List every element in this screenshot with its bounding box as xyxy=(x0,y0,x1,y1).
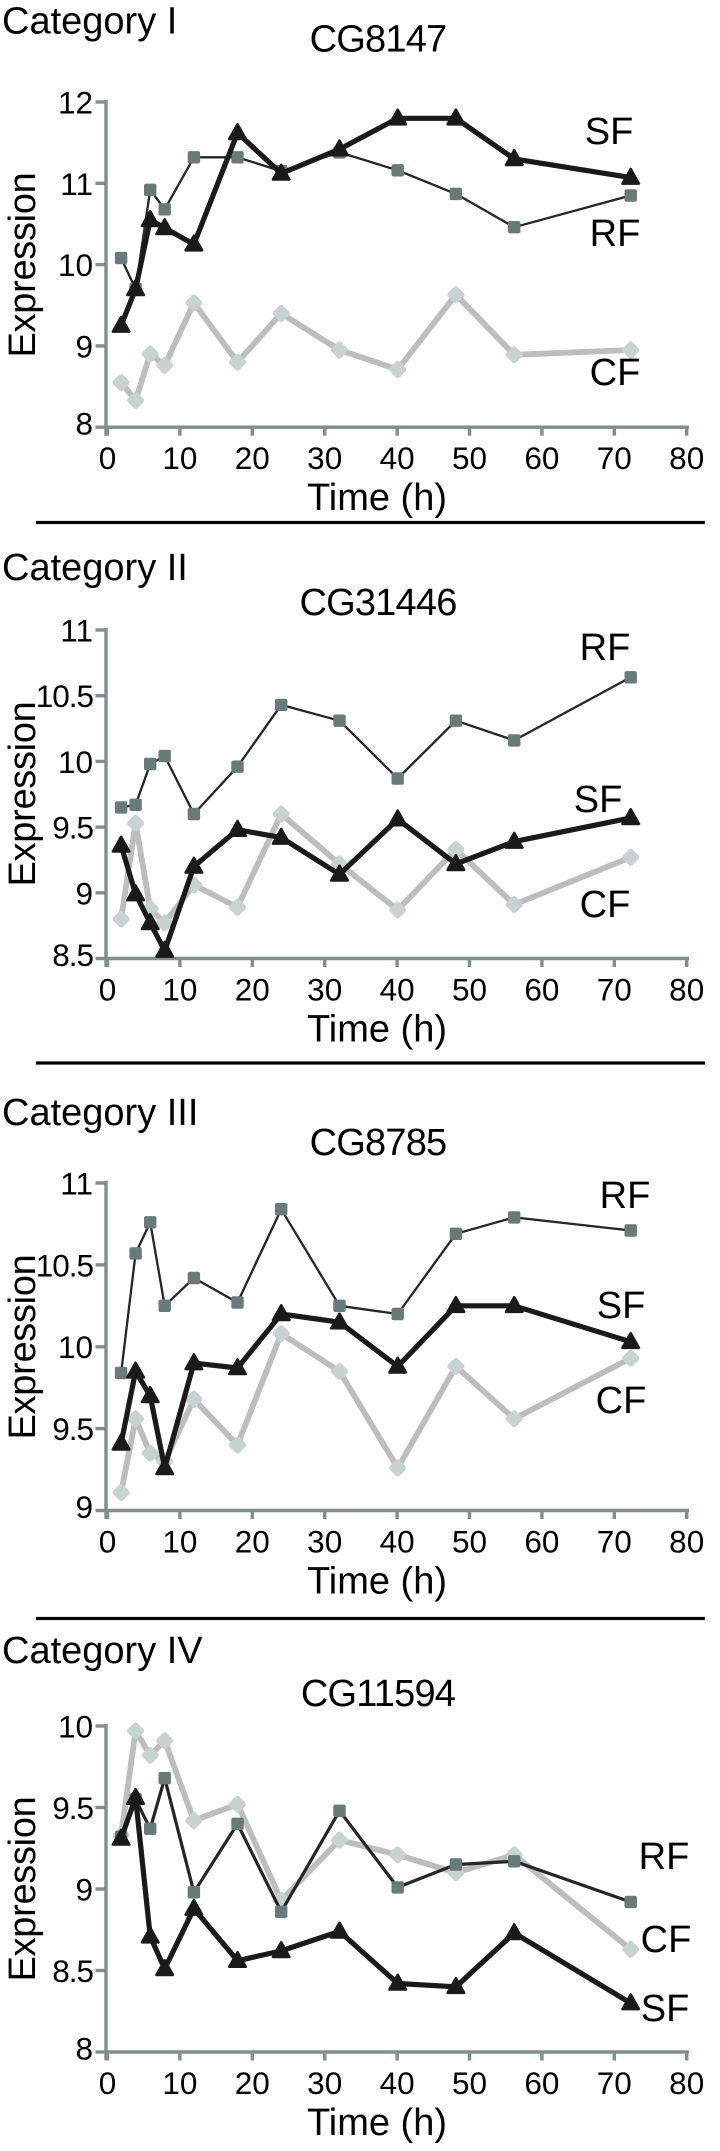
svg-text:Category II: Category II xyxy=(2,547,188,589)
svg-text:Time (h): Time (h) xyxy=(307,2102,447,2144)
svg-text:CG11594: CG11594 xyxy=(301,1673,456,1715)
svg-text:80: 80 xyxy=(669,972,704,1008)
svg-text:10: 10 xyxy=(58,1329,93,1365)
svg-text:8.5: 8.5 xyxy=(52,937,93,973)
svg-text:50: 50 xyxy=(452,972,487,1008)
svg-text:Category IV: Category IV xyxy=(2,1630,203,1672)
svg-text:Time (h): Time (h) xyxy=(307,1561,447,1603)
svg-text:70: 70 xyxy=(597,1524,632,1560)
svg-text:9: 9 xyxy=(75,1489,93,1525)
svg-text:RF: RF xyxy=(600,1175,651,1217)
svg-text:20: 20 xyxy=(235,972,270,1008)
svg-text:Time (h): Time (h) xyxy=(307,477,447,519)
svg-text:60: 60 xyxy=(524,972,559,1008)
svg-text:20: 20 xyxy=(235,2065,270,2101)
svg-text:Expression: Expression xyxy=(2,702,44,887)
svg-text:10: 10 xyxy=(162,1524,197,1560)
svg-text:80: 80 xyxy=(669,1524,704,1560)
svg-text:9: 9 xyxy=(75,1872,93,1908)
svg-text:CF: CF xyxy=(580,884,631,926)
svg-text:9.5: 9.5 xyxy=(52,810,93,846)
svg-text:12: 12 xyxy=(58,85,93,121)
svg-text:20: 20 xyxy=(235,440,270,476)
svg-text:9.5: 9.5 xyxy=(52,1790,93,1826)
svg-text:80: 80 xyxy=(669,2065,704,2101)
svg-text:80: 80 xyxy=(669,440,704,476)
svg-text:40: 40 xyxy=(380,440,415,476)
svg-text:10: 10 xyxy=(58,1709,93,1745)
svg-text:11: 11 xyxy=(60,1166,93,1202)
svg-text:60: 60 xyxy=(524,440,559,476)
svg-text:30: 30 xyxy=(307,972,342,1008)
svg-text:40: 40 xyxy=(380,2065,415,2101)
svg-text:0: 0 xyxy=(99,440,117,476)
svg-text:30: 30 xyxy=(307,1524,342,1560)
svg-text:RF: RF xyxy=(580,627,631,669)
svg-text:SF: SF xyxy=(641,1988,690,2030)
svg-text:0: 0 xyxy=(99,972,117,1008)
svg-text:CG8785: CG8785 xyxy=(310,1122,447,1164)
svg-text:70: 70 xyxy=(597,440,632,476)
svg-text:50: 50 xyxy=(452,2065,487,2101)
svg-text:SF: SF xyxy=(597,1285,646,1327)
svg-text:10: 10 xyxy=(162,2065,197,2101)
svg-text:CF: CF xyxy=(596,1380,647,1422)
svg-text:10: 10 xyxy=(162,972,197,1008)
svg-text:RF: RF xyxy=(590,213,641,255)
svg-text:0: 0 xyxy=(99,2065,117,2101)
svg-text:Expression: Expression xyxy=(2,173,44,358)
svg-text:SF: SF xyxy=(574,779,623,821)
svg-text:10.5: 10.5 xyxy=(36,678,94,714)
svg-text:30: 30 xyxy=(307,440,342,476)
svg-text:9.5: 9.5 xyxy=(52,1411,93,1447)
svg-text:50: 50 xyxy=(452,440,487,476)
svg-text:10: 10 xyxy=(162,440,197,476)
svg-text:CF: CF xyxy=(590,352,641,394)
svg-text:10.5: 10.5 xyxy=(36,1247,94,1283)
svg-text:Expression: Expression xyxy=(2,1797,44,1982)
svg-text:40: 40 xyxy=(380,972,415,1008)
svg-text:CG31446: CG31446 xyxy=(299,582,456,624)
svg-text:9: 9 xyxy=(75,875,93,911)
svg-text:11: 11 xyxy=(60,613,93,649)
svg-text:0: 0 xyxy=(99,1524,117,1560)
svg-text:RF: RF xyxy=(639,1836,690,1878)
svg-text:Category I: Category I xyxy=(2,0,177,42)
svg-text:70: 70 xyxy=(597,972,632,1008)
svg-text:Time (h): Time (h) xyxy=(307,1009,447,1051)
svg-text:40: 40 xyxy=(380,1524,415,1560)
svg-text:Category III: Category III xyxy=(2,1092,198,1134)
svg-text:10: 10 xyxy=(58,744,93,780)
svg-text:8: 8 xyxy=(75,406,93,442)
svg-text:CG8147: CG8147 xyxy=(310,19,447,61)
svg-text:11: 11 xyxy=(60,166,93,202)
svg-text:60: 60 xyxy=(524,1524,559,1560)
svg-text:8: 8 xyxy=(75,2031,93,2067)
svg-text:Expression: Expression xyxy=(2,1255,44,1440)
svg-text:70: 70 xyxy=(597,2065,632,2101)
svg-text:20: 20 xyxy=(235,1524,270,1560)
svg-text:CF: CF xyxy=(641,1919,692,1961)
svg-text:10: 10 xyxy=(58,247,93,283)
svg-text:9: 9 xyxy=(75,328,93,364)
svg-text:8.5: 8.5 xyxy=(52,1953,93,1989)
svg-text:SF: SF xyxy=(585,111,634,153)
svg-text:60: 60 xyxy=(524,2065,559,2101)
svg-text:30: 30 xyxy=(307,2065,342,2101)
svg-text:50: 50 xyxy=(452,1524,487,1560)
